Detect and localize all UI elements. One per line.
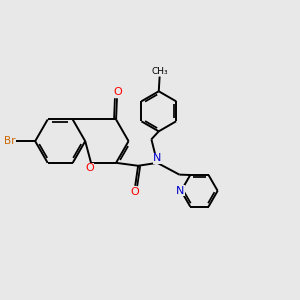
Text: CH₃: CH₃ <box>151 67 168 76</box>
Text: N: N <box>176 186 185 196</box>
Text: O: O <box>130 187 139 197</box>
Text: O: O <box>85 163 94 173</box>
Text: O: O <box>113 87 122 97</box>
Text: N: N <box>153 153 161 164</box>
Text: Br: Br <box>4 136 15 146</box>
